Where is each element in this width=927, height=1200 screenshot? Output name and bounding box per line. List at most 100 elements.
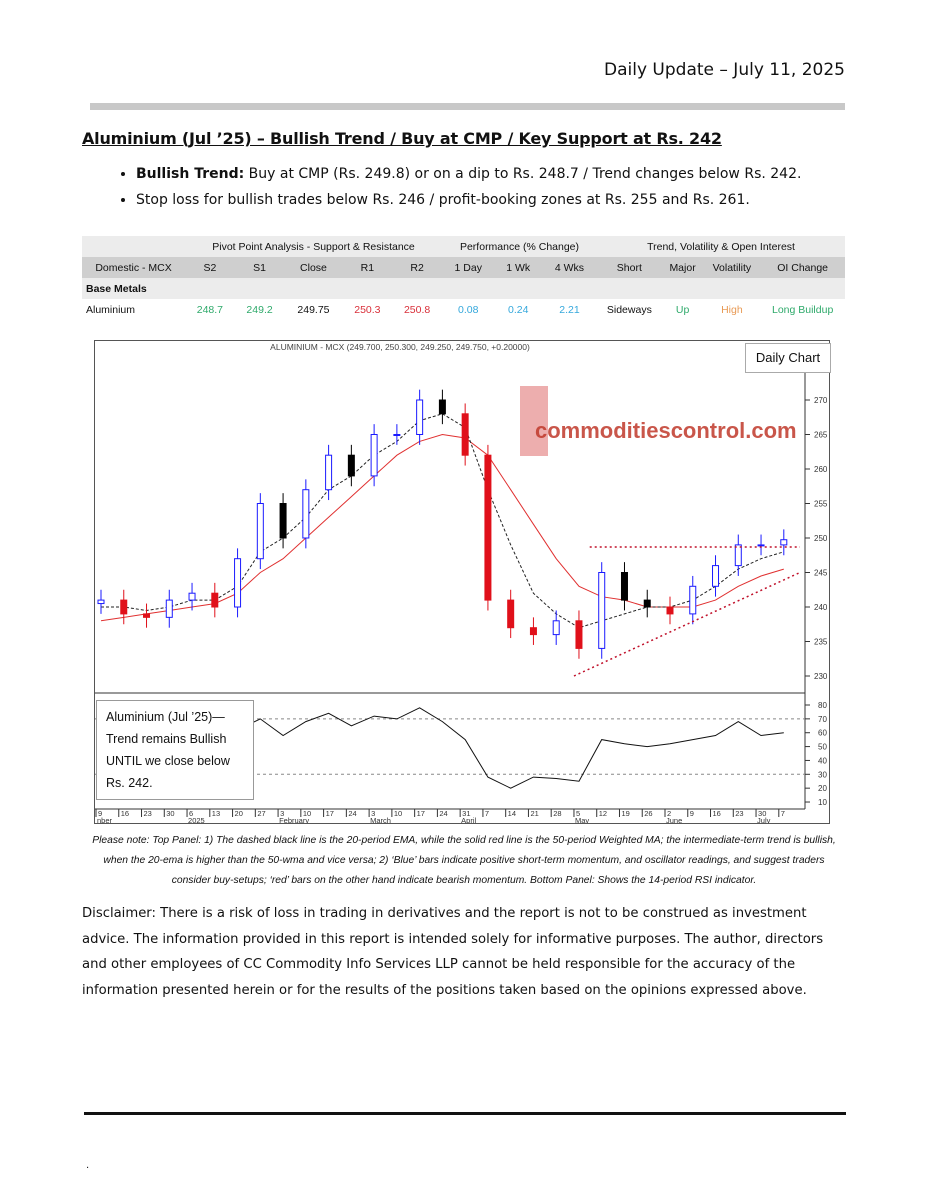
table-cell: 249.75 — [297, 303, 330, 316]
candle-body — [143, 613, 151, 618]
table-cell: Up — [675, 303, 690, 316]
candle-body — [620, 572, 628, 601]
chart-note: Please note: Top Panel: 1) The dashed bl… — [92, 835, 836, 886]
candle-body — [734, 544, 742, 567]
table-cell: High — [721, 303, 743, 316]
table-cell: 248.7 — [196, 303, 224, 316]
price-tick-label: 230 — [814, 672, 828, 681]
date-tick-label: 3 — [371, 809, 375, 818]
column-header: Volatility — [712, 261, 752, 274]
annotation-line: Trend remains Bullish — [106, 732, 227, 746]
chart-annotation-box: Aluminium (Jul ’25)— Trend remains Bulli… — [96, 700, 254, 800]
daily-chart-badge: Daily Chart — [745, 343, 831, 373]
candle-body — [211, 592, 219, 608]
date-tick-label: 10 — [394, 809, 402, 818]
date-tick-label: 9 — [690, 809, 694, 818]
candle-body — [279, 503, 287, 539]
date-tick-label: 16 — [713, 809, 721, 818]
chart-svg: commoditiescontrol.com ALUMINIUM - MCX (2… — [95, 342, 828, 825]
bullet-bold: Bullish Trend: — [136, 166, 245, 182]
table-cell: Long Buildup — [771, 303, 834, 316]
candle-body — [598, 572, 606, 649]
column-header: Major — [669, 261, 696, 274]
date-tick-label: 23 — [735, 809, 743, 818]
candle-body — [120, 599, 128, 615]
candle-body — [302, 489, 310, 539]
month-label: May — [575, 816, 589, 823]
candle-body — [666, 606, 674, 615]
price-tick-label: 260 — [814, 465, 828, 474]
group-header: Trend, Volatility & Open Interest — [647, 240, 795, 253]
date-tick-label: 19 — [621, 809, 629, 818]
price-tick-label: 235 — [814, 638, 828, 647]
date-tick-label: 17 — [417, 809, 425, 818]
table-cell: 250.3 — [354, 303, 381, 316]
rsi-tick-label: 50 — [818, 743, 827, 752]
month-label: 2025 — [188, 816, 205, 823]
price-tick-label: 265 — [814, 431, 828, 440]
candle-body — [188, 592, 196, 601]
date-tick-label: 7 — [781, 809, 785, 818]
section-row: Base Metals — [82, 278, 845, 299]
ema20-line — [101, 413, 784, 629]
candle-body — [643, 599, 651, 608]
candle-body — [689, 585, 697, 615]
date-tick-label: 24 — [348, 809, 356, 818]
column-header: 1 Day — [454, 261, 482, 274]
date-tick-label: 3 — [280, 809, 284, 818]
date-tick-label: 30 — [166, 809, 174, 818]
candle-body — [325, 454, 333, 491]
month-label: June — [666, 816, 682, 823]
month-label: February — [279, 816, 309, 823]
table-row: Aluminium 248.7 249.2 249.75 250.3 250.8 0.08 0… — [82, 299, 845, 320]
column-header: Close — [300, 261, 327, 274]
rsi-tick-label: 10 — [818, 798, 827, 807]
price-tick-label: 240 — [814, 603, 828, 612]
bullet-item: Bullish Trend: Buy at CMP (Rs. 249.8) or… — [136, 166, 801, 182]
candle-body — [347, 454, 355, 477]
column-header: 1 Wk — [506, 261, 531, 274]
candle-body — [757, 544, 765, 547]
chart-header: ALUMINIUM - MCX (249.700, 250.300, 249.2… — [270, 342, 530, 352]
support-trendline — [573, 571, 801, 677]
rsi-tick-label: 40 — [818, 756, 827, 765]
date-tick-label: 13 — [212, 809, 220, 818]
date-tick-label: 27 — [257, 809, 265, 818]
candle-body — [780, 539, 788, 546]
month-label: nber — [97, 816, 113, 823]
table-cell: 0.24 — [507, 303, 529, 316]
column-header: R2 — [410, 261, 424, 274]
column-header: 4 Wks — [554, 261, 585, 274]
candle-body — [552, 620, 560, 636]
month-label: July — [757, 816, 771, 823]
disclaimer: Disclaimer: There is a risk of loss in t… — [82, 906, 824, 998]
report-title: Aluminium (Jul ’25) – Bullish Trend / Bu… — [82, 129, 722, 148]
column-header: R1 — [360, 261, 375, 274]
footer-dot: . — [86, 1160, 90, 1171]
candle-body — [712, 565, 720, 587]
table-cell: Aluminium — [86, 303, 136, 316]
candle-body — [484, 454, 492, 601]
bullet-item: Stop loss for bullish trades below Rs. 2… — [136, 192, 801, 208]
recommendation-list: Bullish Trend: Buy at CMP (Rs. 249.8) or… — [110, 166, 801, 218]
group-header: Pivot Point Analysis - Support & Resista… — [212, 240, 415, 253]
candle-body — [165, 599, 173, 618]
date-tick-label: 12 — [599, 809, 607, 818]
date-tick-label: 20 — [235, 809, 243, 818]
rsi-tick-label: 70 — [818, 715, 827, 724]
candle-body — [393, 434, 401, 436]
date-tick-label: 9 — [98, 809, 102, 818]
candle-body — [438, 399, 446, 415]
group-header-row: Pivot Point Analysis - Support & Resista… — [82, 236, 845, 257]
report-date: Daily Update – July 11, 2025 — [604, 60, 845, 80]
date-tick-label: 6 — [189, 809, 193, 818]
rsi-tick-label: 30 — [818, 770, 827, 779]
date-tick-label: 2 — [667, 809, 671, 818]
candle-body — [416, 399, 424, 435]
table-cell: 0.08 — [458, 303, 479, 316]
price-tick-label: 255 — [814, 500, 828, 509]
date-tick-label: 24 — [439, 809, 447, 818]
date-tick-label: 31 — [462, 809, 470, 818]
column-header: Short — [616, 261, 642, 274]
